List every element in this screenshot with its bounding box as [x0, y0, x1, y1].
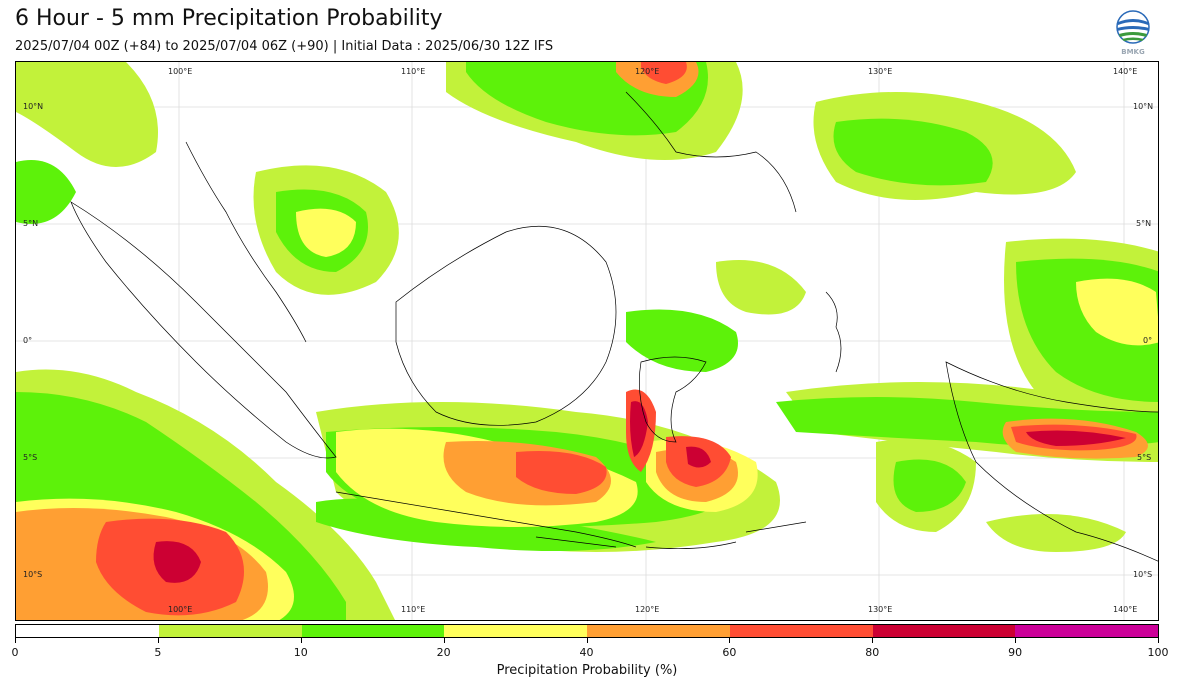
lon-label-top: 110°E: [401, 67, 426, 76]
prob-80-90-areas: [153, 401, 1126, 583]
lon-label-top: 130°E: [868, 67, 893, 76]
colorbar-tick: [15, 638, 16, 643]
lat-label-right: 10°S: [1133, 570, 1153, 579]
colorbar-tick-label: 100: [1147, 646, 1169, 659]
colorbar-tick: [157, 638, 159, 643]
colorbar-tick-label: 10: [293, 646, 308, 659]
colorbar-tick: [300, 638, 302, 643]
lon-label-top: 120°E: [635, 67, 660, 76]
colorbar-tick: [1015, 638, 1017, 643]
colorbar-segment: [872, 625, 1016, 637]
lon-label-bottom: 100°E: [168, 605, 193, 614]
lon-label-bottom: 130°E: [868, 605, 893, 614]
map-canvas: [16, 62, 1158, 620]
lat-label-left: 10°S: [23, 570, 43, 579]
colorbar-label: Precipitation Probability (%): [496, 663, 678, 678]
lon-label-bottom: 110°E: [401, 605, 426, 614]
coastlines: [70, 91, 1158, 562]
lat-label-left: 5°S: [23, 453, 38, 462]
logo-text: BMKG: [1121, 48, 1145, 56]
colorbar-tick: [872, 638, 874, 643]
colorbar-segment: [587, 625, 730, 637]
lat-label-left: 10°N: [23, 102, 44, 111]
colorbar-tick: [586, 638, 588, 643]
colorbar-segment: [729, 625, 873, 637]
colorbar-tick-label: 80: [865, 646, 880, 659]
map-subtitle: 2025/07/04 00Z (+84) to 2025/07/04 06Z (…: [15, 39, 554, 54]
lon-label-top: 140°E: [1113, 67, 1138, 76]
colorbar-tick-label: 40: [579, 646, 594, 659]
lat-label-right: 10°N: [1133, 102, 1154, 111]
lat-label-right: 5°N: [1136, 219, 1152, 228]
colorbar-segment: [301, 625, 445, 637]
colorbar-tick: [1158, 638, 1159, 643]
colorbar-segment: [444, 625, 587, 637]
colorbar: [15, 624, 1159, 638]
lat-label-right: 5°S: [1137, 453, 1152, 462]
colorbar-tick-label: 5: [154, 646, 162, 659]
colorbar-tick-label: 20: [436, 646, 451, 659]
colorbar-tick-label: 60: [722, 646, 737, 659]
bmkg-logo: BMKG: [1114, 10, 1152, 56]
colorbar-segment: [16, 625, 159, 637]
lat-label-right: 0°: [1143, 336, 1153, 345]
colorbar-tick: [729, 638, 731, 643]
lat-label-left: 0°: [23, 336, 33, 345]
precipitation-map: 100°E 110°E 120°E 130°E 140°E 100°E 110°…: [15, 61, 1159, 621]
colorbar-tick-label: 90: [1008, 646, 1023, 659]
lon-label-bottom: 140°E: [1113, 605, 1138, 614]
lon-label-top: 100°E: [168, 67, 193, 76]
colorbar-segment: [158, 625, 302, 637]
lon-label-bottom: 120°E: [635, 605, 660, 614]
map-title: 6 Hour - 5 mm Precipitation Probability: [15, 6, 443, 31]
colorbar-segment: [1015, 625, 1158, 637]
lat-label-left: 5°N: [23, 219, 39, 228]
colorbar-tick: [443, 638, 445, 643]
colorbar-tick-label: 0: [11, 646, 19, 659]
